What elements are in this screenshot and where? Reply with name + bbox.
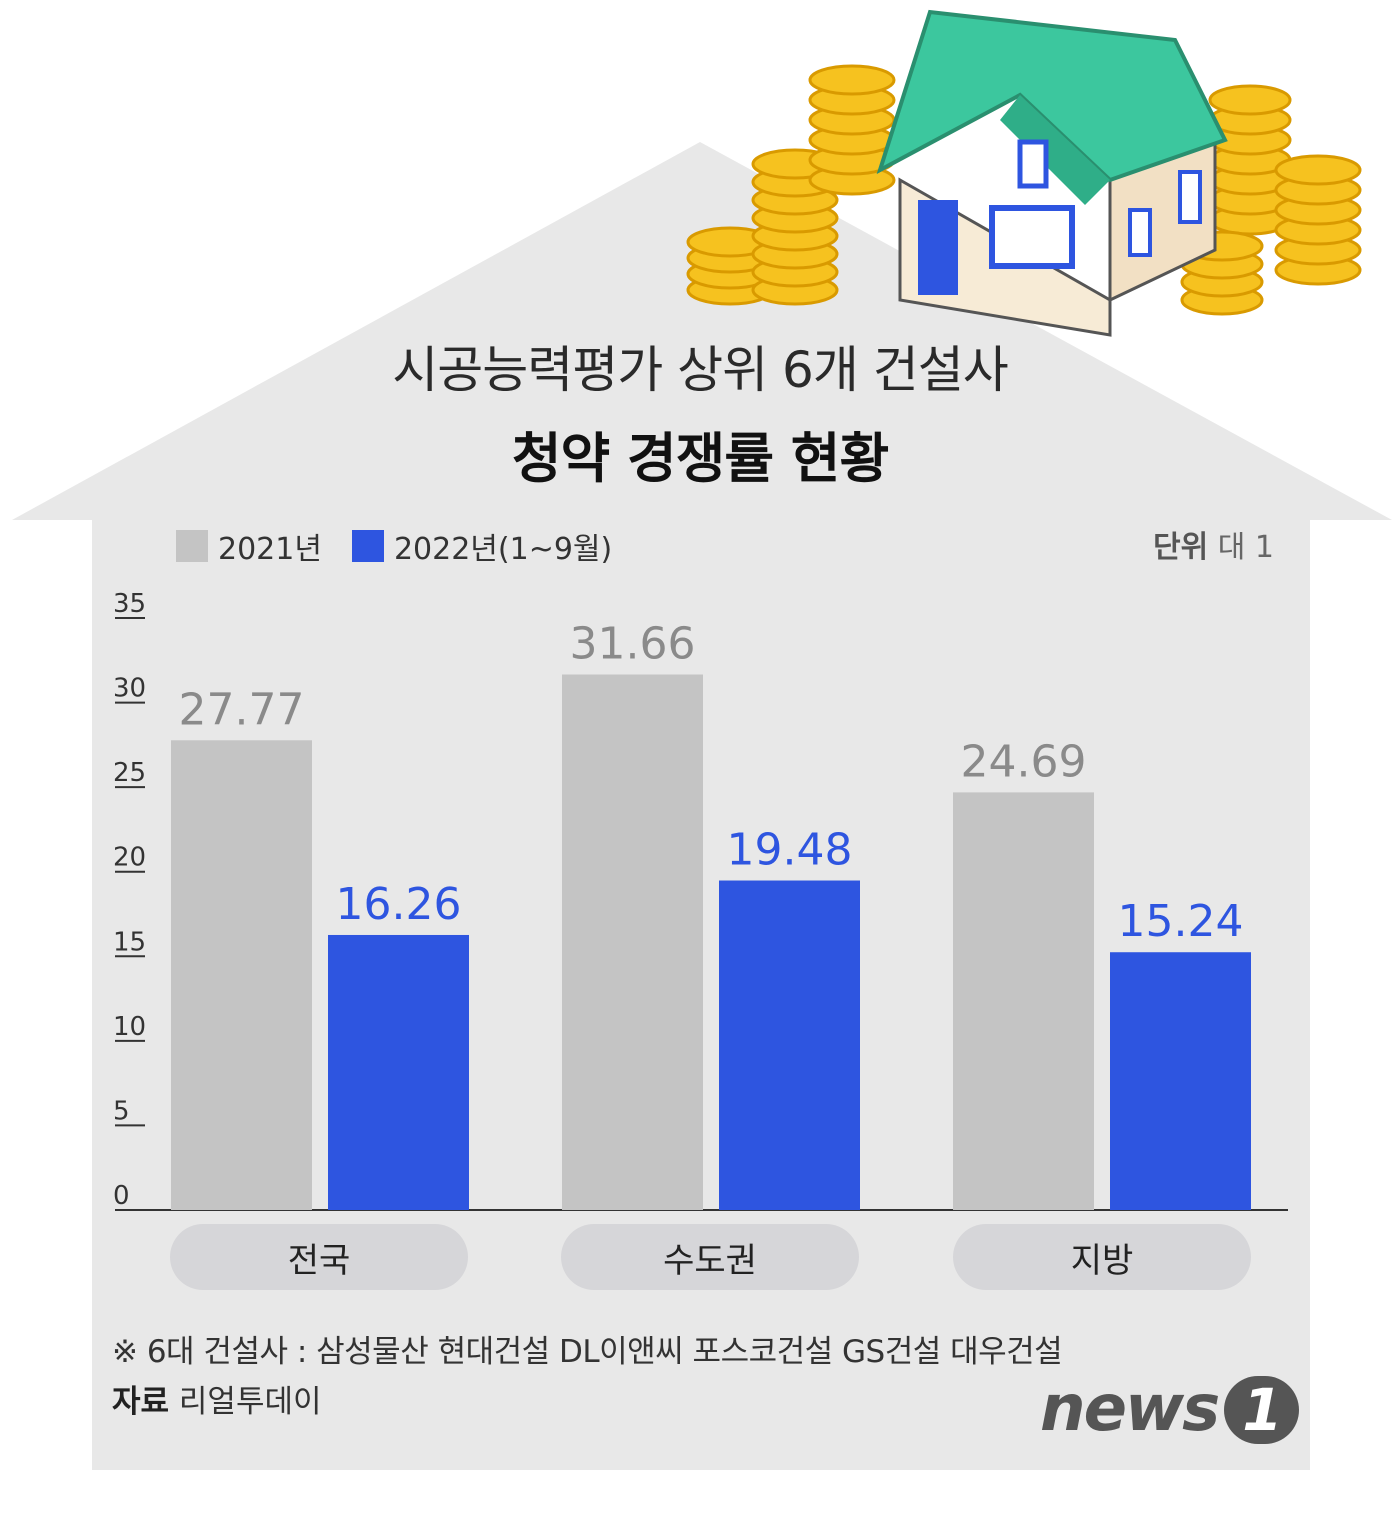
chart-title: 시공능력평가 상위 6개 건설사 — [392, 341, 1009, 399]
legend-item-2021: 2021년 — [176, 524, 322, 568]
y-tick-label: 30 — [113, 674, 146, 704]
bar-1-0 — [328, 934, 469, 1210]
source-value: 리얼투데이 — [178, 1384, 322, 1420]
y-tick-label: 15 — [113, 927, 146, 957]
y-tick-label: 10 — [113, 1012, 146, 1042]
category-pill-0: 전국 — [170, 1224, 468, 1290]
logo-text: news — [1040, 1372, 1220, 1446]
y-tick-label: 20 — [113, 843, 146, 873]
data-label-1-2: 15.24 — [1118, 896, 1244, 947]
legend-label-2022: 2022년(1~9월) — [393, 532, 613, 567]
logo-mark: 1 — [1224, 1376, 1299, 1444]
y-tick-label: 0 — [113, 1181, 130, 1211]
coin-stack-left-icon — [686, 64, 896, 306]
data-label-1-0: 16.26 — [336, 879, 462, 930]
source-label: 자료 — [112, 1384, 170, 1420]
y-tick-label: 5 — [113, 1096, 130, 1126]
news1-logo: news 1 — [1040, 1372, 1299, 1446]
source: 자료 리얼투데이 — [112, 1376, 322, 1421]
data-label-0-0: 27.77 — [179, 684, 305, 735]
category-pill-1: 수도권 — [561, 1224, 859, 1290]
bar-1-1 — [719, 880, 860, 1210]
bar-0-0 — [171, 740, 312, 1210]
bar-0-1 — [562, 674, 703, 1210]
footnote: ※ 6대 건설사 : 삼성물산 현대건설 DL이앤씨 포스코건설 GS건설 대우… — [112, 1334, 1063, 1370]
category-pill-2: 지방 — [953, 1224, 1251, 1290]
house-coins-illustration — [686, 9, 1362, 337]
legend-swatch-2021 — [176, 530, 208, 562]
chart-subtitle: 청약 경쟁률 현황 — [511, 427, 889, 490]
data-label-0-2: 24.69 — [961, 736, 1087, 787]
legend-item-2022: 2022년(1~9월) — [351, 524, 613, 568]
unit-label-value: 대 1 — [1217, 530, 1274, 565]
legend-label-2021: 2021년 — [218, 532, 322, 567]
unit-label: 단위 대 1 — [1153, 522, 1274, 566]
y-tick-label: 35 — [113, 589, 146, 619]
bar-0-2 — [953, 792, 1094, 1210]
legend-swatch-2022 — [351, 530, 384, 562]
data-label-1-1: 19.48 — [727, 825, 853, 876]
data-label-0-1: 31.66 — [570, 618, 696, 669]
y-tick-label: 25 — [113, 758, 146, 788]
coin-stack-right-icon — [1180, 84, 1362, 316]
unit-label-key: 단위 — [1153, 530, 1209, 565]
bar-1-2 — [1110, 952, 1251, 1210]
legend: 2021년 2022년(1~9월) — [176, 524, 642, 568]
house-icon — [876, 9, 1228, 337]
